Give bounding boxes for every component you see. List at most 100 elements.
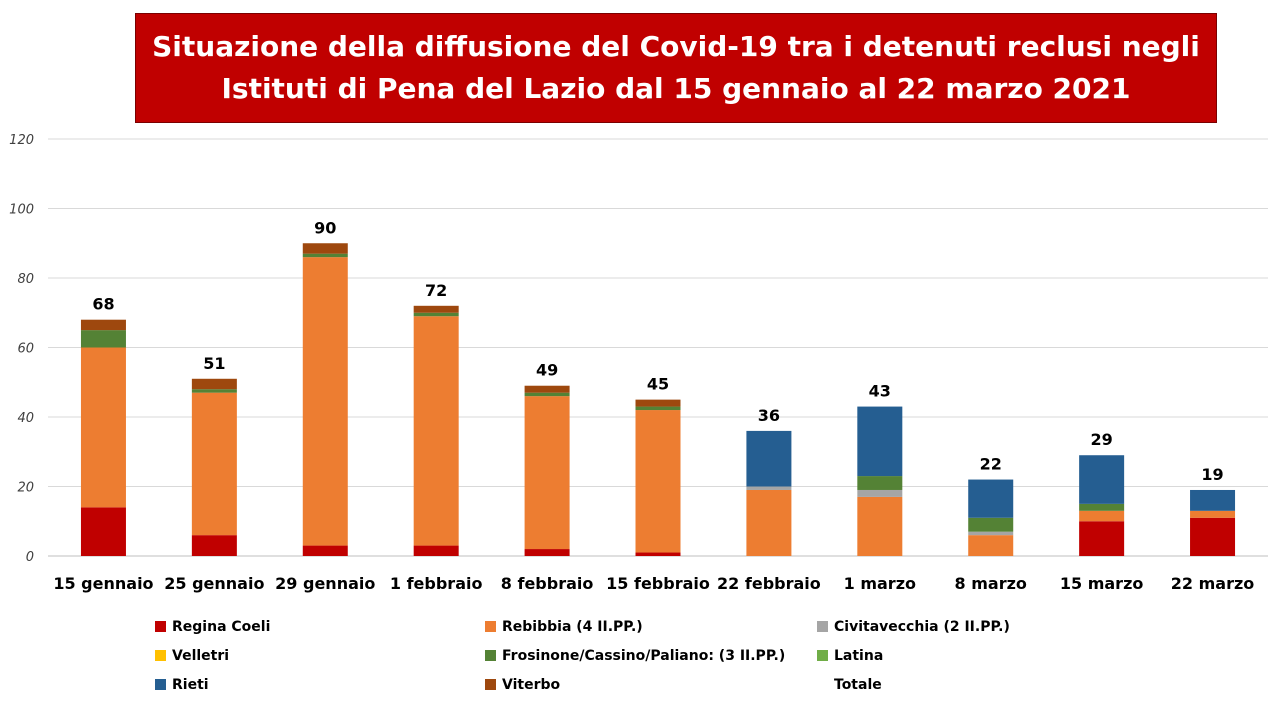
y-tick-label: 60 [17, 342, 34, 357]
bar-segment [1190, 517, 1236, 556]
bar-segment [968, 535, 1014, 556]
bar-segment [635, 406, 681, 411]
legend-swatch [485, 621, 496, 632]
y-tick-label: 100 [9, 203, 34, 218]
bar-segment [302, 545, 348, 556]
bar-segment [857, 496, 903, 556]
y-tick-label: 80 [17, 272, 34, 287]
bar-segment [524, 385, 570, 393]
bar-segment [413, 316, 459, 546]
bar-segment [302, 257, 348, 546]
bar-segment [80, 319, 126, 331]
legend-swatch [817, 621, 828, 632]
x-category-label: 1 febbraio [390, 574, 483, 593]
bar-segment [80, 347, 126, 508]
legend-item: Velletri [155, 641, 229, 670]
total-data-label: 43 [869, 382, 891, 401]
bar-segment [1079, 521, 1125, 556]
bar-segment [857, 489, 903, 497]
legend-label: Civitavecchia (2 II.PP.) [834, 618, 1010, 635]
x-category-label: 25 gennaio [164, 574, 264, 593]
chart-title: Situazione della diffusione del Covid-19… [142, 26, 1210, 110]
total-data-label: 45 [647, 375, 669, 394]
y-tick-label: 20 [17, 481, 34, 496]
legend-label: Latina [834, 647, 884, 664]
bar-segment [302, 243, 348, 254]
total-data-label: 72 [425, 281, 447, 300]
legend-swatch [817, 679, 828, 690]
bar-segment [191, 535, 237, 556]
legend-label: Viterbo [502, 676, 561, 693]
legend-swatch [485, 679, 496, 690]
legend-label: Regina Coeli [172, 618, 271, 635]
x-category-label: 29 gennaio [275, 574, 375, 593]
x-category-label: 22 febbraio [717, 574, 821, 593]
x-category-label: 15 gennaio [53, 574, 153, 593]
total-data-label: 49 [536, 361, 558, 380]
bar-segment [80, 330, 126, 348]
legend-item: Latina [817, 641, 883, 670]
x-category-label: 15 marzo [1060, 574, 1144, 593]
bar-segment [1079, 503, 1125, 511]
bar-segment [857, 476, 903, 490]
bar-segment [635, 410, 681, 553]
total-data-label: 36 [758, 406, 780, 425]
bar-segment [1079, 455, 1125, 504]
bar-segment [746, 489, 792, 556]
y-tick-label: 120 [9, 133, 34, 148]
bar-segment [968, 531, 1014, 536]
legend-item: Regina Coeli [155, 612, 270, 641]
legend-item: Civitavecchia (2 II.PP.) [817, 612, 1010, 641]
x-category-label: 22 marzo [1171, 574, 1255, 593]
legend-swatch [155, 621, 166, 632]
total-data-label: 19 [1201, 465, 1223, 484]
legend-label: Frosinone/Cassino/Paliano: (3 II.PP.) [502, 647, 786, 664]
bar-segment [1190, 510, 1236, 518]
bar-segment [191, 392, 237, 536]
legend-swatch [817, 650, 828, 661]
x-category-label: 1 marzo [844, 574, 916, 593]
bar-segment [1079, 510, 1125, 522]
legend-item: Viterbo [485, 670, 560, 699]
bar-segment [857, 406, 903, 477]
bar-segment [635, 552, 681, 556]
legend-swatch [155, 650, 166, 661]
total-data-label: 51 [203, 354, 225, 373]
chart-title-banner: Situazione della diffusione del Covid-19… [135, 13, 1217, 123]
bar-segment [635, 399, 681, 407]
bar-segment [968, 517, 1014, 532]
chart-title-line-2: Istituti di Pena del Lazio dal 15 gennai… [221, 72, 1131, 105]
bar-segment [302, 253, 348, 258]
total-data-label: 68 [92, 295, 114, 314]
bar-segment [413, 545, 459, 556]
legend-item: Rieti [155, 670, 209, 699]
total-data-label: 29 [1091, 430, 1113, 449]
bar-segment [524, 549, 570, 556]
x-category-label: 15 febbraio [606, 574, 710, 593]
legend-swatch [155, 679, 166, 690]
chart-title-line-1: Situazione della diffusione del Covid-19… [152, 30, 1200, 63]
legend-item: Frosinone/Cassino/Paliano: (3 II.PP.) [485, 641, 785, 670]
bar-segment [524, 392, 570, 397]
bar-segment [191, 378, 237, 390]
bar-segment [746, 430, 792, 487]
legend-label: Totale [834, 676, 882, 693]
legend-swatch [485, 650, 496, 661]
bar-segment [524, 396, 570, 550]
legend-item: Rebibbia (4 II.PP.) [485, 612, 643, 641]
bar-segment [413, 312, 459, 317]
bar-segment [80, 507, 126, 556]
legend-label: Rieti [172, 676, 209, 693]
bar-segment [1190, 489, 1236, 511]
bar-segment [413, 305, 459, 313]
legend-label: Velletri [172, 647, 230, 664]
x-category-label: 8 febbraio [501, 574, 594, 593]
chart-legend: Regina Coeli Rebibbia (4 II.PP.) Civitavec… [155, 612, 1155, 702]
bar-segment [968, 479, 1014, 518]
x-category-label: 8 marzo [955, 574, 1027, 593]
y-tick-label: 0 [26, 550, 34, 565]
total-data-label: 22 [980, 455, 1002, 474]
total-data-label: 90 [314, 218, 336, 237]
bar-segment [746, 486, 792, 490]
